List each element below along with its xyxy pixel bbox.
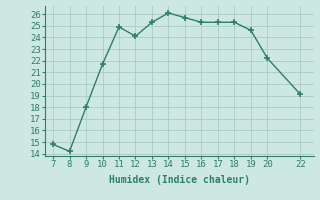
X-axis label: Humidex (Indice chaleur): Humidex (Indice chaleur) [109, 175, 250, 185]
